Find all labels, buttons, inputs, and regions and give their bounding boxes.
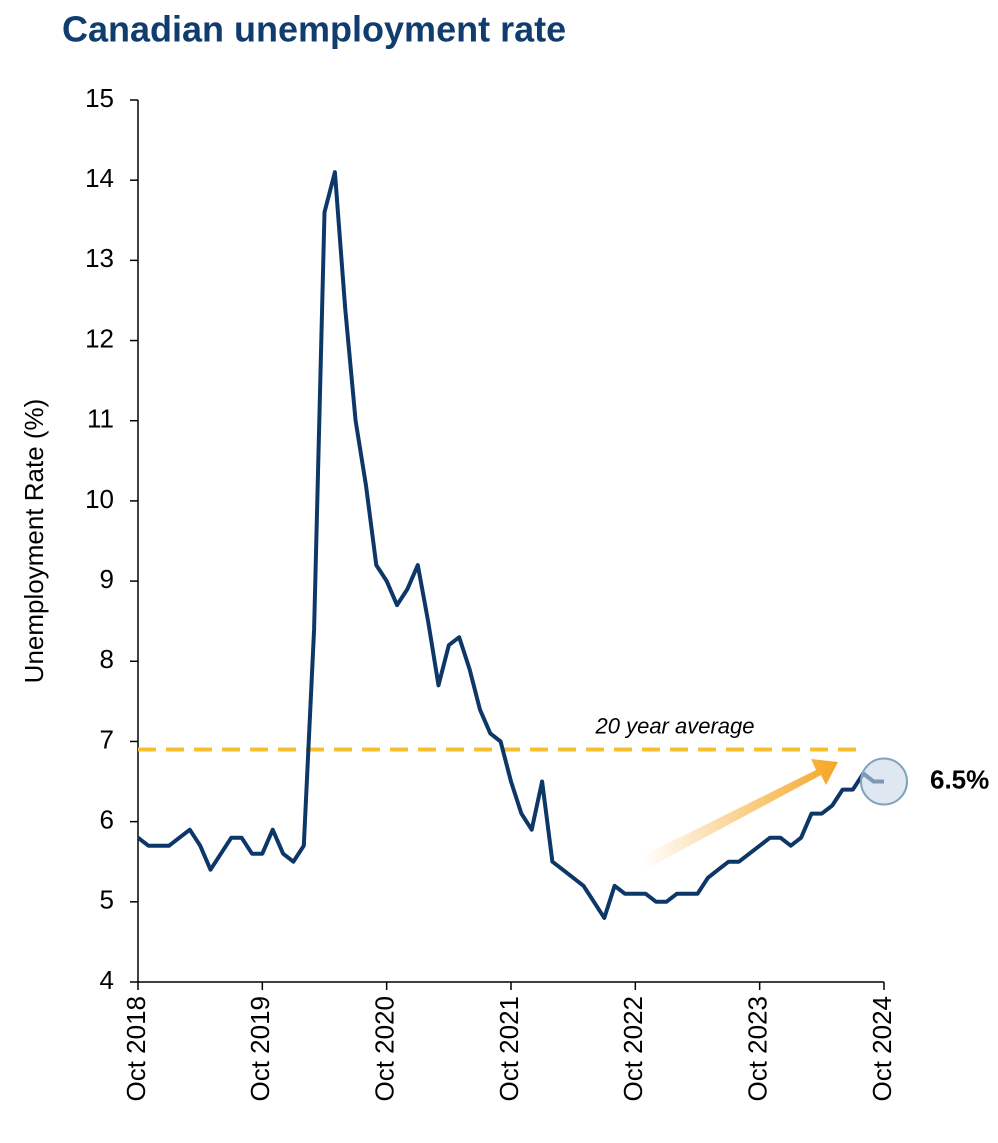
y-tick-label: 4 (100, 965, 114, 995)
x-tick-label: Oct 2020 (370, 996, 400, 1102)
y-tick-label: 6 (100, 805, 114, 835)
x-tick-label: Oct 2024 (867, 996, 897, 1102)
x-tick-label: Oct 2021 (494, 996, 524, 1102)
y-tick-label: 13 (85, 243, 114, 273)
y-tick-label: 8 (100, 644, 114, 674)
end-highlight (860, 757, 908, 806)
x-tick-label: Oct 2018 (121, 996, 151, 1102)
y-tick-label: 5 (100, 885, 114, 915)
average-label: 20 year average (595, 713, 755, 738)
x-tick-label: Oct 2019 (245, 996, 275, 1102)
trend-arrow (642, 759, 838, 868)
y-tick-label: 11 (87, 404, 114, 434)
x-tick-label: Oct 2022 (618, 996, 648, 1102)
y-tick-label: 10 (85, 484, 114, 514)
value-label: 6.5% (930, 764, 989, 794)
y-tick-label: 15 (85, 83, 114, 113)
y-tick-label: 14 (85, 163, 114, 193)
y-tick-label: 9 (100, 564, 114, 594)
y-tick-label: 7 (100, 724, 114, 754)
x-tick-label: Oct 2023 (743, 996, 773, 1102)
chart-title: Canadian unemployment rate (62, 9, 566, 50)
data-line (136, 170, 884, 920)
y-axis-label: Unemployment Rate (%) (19, 399, 49, 684)
y-tick-label: 12 (85, 323, 114, 353)
